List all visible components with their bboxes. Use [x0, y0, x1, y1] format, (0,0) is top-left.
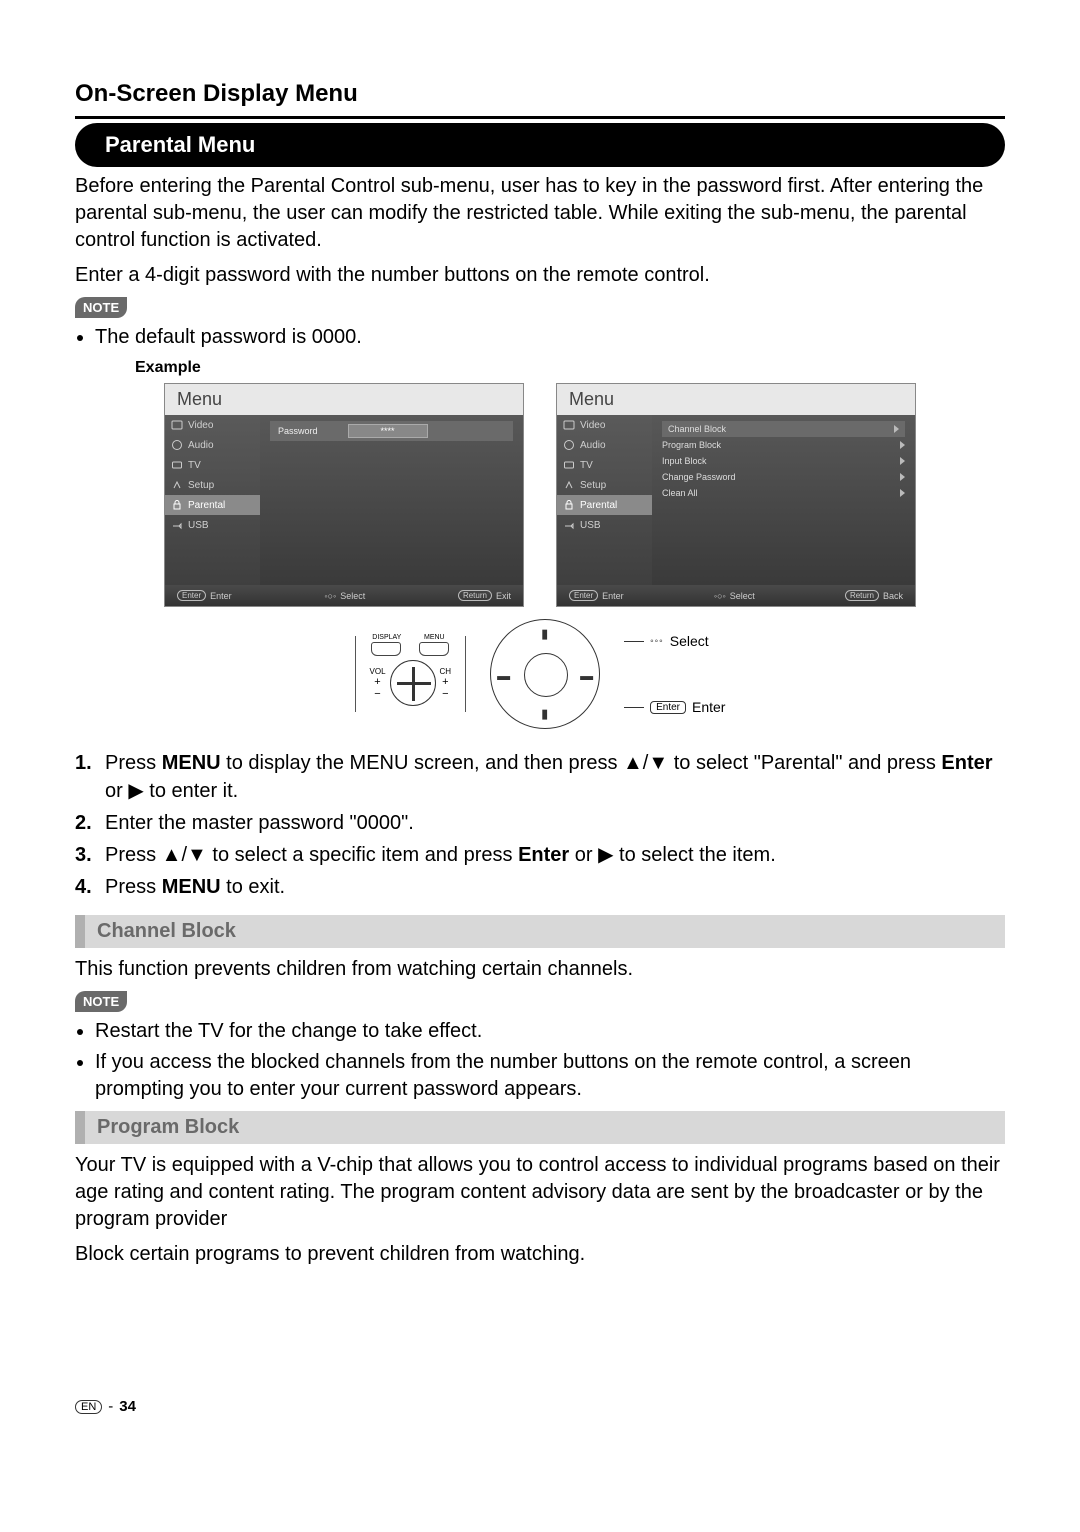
- note-item: The default password is 0000.: [95, 324, 1005, 351]
- menu-main-options: Channel Block Program Block Input Block …: [652, 415, 915, 585]
- menu-title: Menu: [165, 384, 523, 415]
- sidebar-usb: USB: [557, 515, 652, 535]
- step-1: 1.Press MENU to display the MENU screen,…: [75, 749, 1005, 805]
- page-number: 34: [119, 1398, 136, 1415]
- program-block-text-1: Your TV is equipped with a V-chip that a…: [75, 1152, 1005, 1233]
- display-button: DISPLAY: [371, 642, 401, 656]
- rule: [75, 116, 1005, 119]
- channel-block-heading: Channel Block: [75, 915, 1005, 948]
- sidebar-usb: USB: [165, 515, 260, 535]
- note-badge: NOTE: [75, 297, 127, 318]
- example-label: Example: [135, 359, 1005, 377]
- cb-note-1: Restart the TV for the change to take ef…: [95, 1018, 1005, 1045]
- enter-label: Enter: [692, 699, 725, 715]
- intro-2: Enter a 4-digit password with the number…: [75, 262, 1005, 289]
- remote-diagrams: DISPLAY MENU VOL+− CH+− ▮▮ ▬▬ ◦◦◦Select …: [75, 619, 1005, 729]
- menu-footer: EnterEnter ◦○◦Select ReturnBack: [557, 585, 915, 606]
- sidebar-video: Video: [557, 415, 652, 435]
- option-clean-all: Clean All: [662, 485, 905, 501]
- sidebar-parental: Parental: [557, 495, 652, 515]
- sidebar-parental: Parental: [165, 495, 260, 515]
- example-screens: Menu Video Audio TV Setup Parental USB P…: [75, 383, 1005, 607]
- remote-labels: ◦◦◦Select EnterEnter: [624, 633, 725, 715]
- select-label: Select: [670, 633, 709, 649]
- step-4: 4.Press MENU to exit.: [75, 873, 1005, 901]
- remote-small: DISPLAY MENU VOL+− CH+−: [355, 636, 467, 712]
- menu-sidebar: Video Audio TV Setup Parental USB: [557, 415, 652, 585]
- cb-note-2: If you access the blocked channels from …: [95, 1049, 1005, 1103]
- option-change-password: Change Password: [662, 469, 905, 485]
- password-label: Password: [278, 426, 318, 436]
- password-field: ****: [348, 424, 428, 438]
- sidebar-tv: TV: [557, 455, 652, 475]
- note-badge: NOTE: [75, 991, 127, 1012]
- dpad-small: [390, 660, 436, 706]
- sidebar-video: Video: [165, 415, 260, 435]
- program-block-text-2: Block certain programs to prevent childr…: [75, 1241, 1005, 1268]
- lang-badge: EN: [75, 1400, 102, 1414]
- password-row: Password ****: [270, 421, 513, 441]
- page-title: On-Screen Display Menu: [75, 80, 1005, 108]
- option-channel-block: Channel Block: [662, 421, 905, 437]
- step-2: 2.Enter the master password "0000".: [75, 809, 1005, 837]
- sidebar-setup: Setup: [165, 475, 260, 495]
- intro-1: Before entering the Parental Control sub…: [75, 173, 1005, 254]
- menu-button: MENU: [419, 642, 449, 656]
- steps-list: 1.Press MENU to display the MENU screen,…: [75, 749, 1005, 901]
- page-footer: EN - 34: [75, 1398, 1005, 1415]
- sidebar-audio: Audio: [557, 435, 652, 455]
- menu-main-password: Password ****: [260, 415, 523, 585]
- remote-nav-ring: ▮▮ ▬▬: [490, 619, 600, 729]
- note-list-1: The default password is 0000.: [75, 324, 1005, 351]
- channel-block-notes: Restart the TV for the change to take ef…: [75, 1018, 1005, 1103]
- channel-block-text: This function prevents children from wat…: [75, 956, 1005, 983]
- menu-footer: EnterEnter ◦○◦Select ReturnExit: [165, 585, 523, 606]
- menu-sidebar: Video Audio TV Setup Parental USB: [165, 415, 260, 585]
- step-3: 3.Press ▲/▼ to select a specific item an…: [75, 841, 1005, 869]
- menu-title: Menu: [557, 384, 915, 415]
- option-program-block: Program Block: [662, 437, 905, 453]
- menu-screen-options: Menu Video Audio TV Setup Parental USB C…: [556, 383, 916, 607]
- sidebar-tv: TV: [165, 455, 260, 475]
- menu-screen-password: Menu Video Audio TV Setup Parental USB P…: [164, 383, 524, 607]
- section-header: Parental Menu: [75, 123, 1005, 167]
- sidebar-setup: Setup: [557, 475, 652, 495]
- sidebar-audio: Audio: [165, 435, 260, 455]
- option-input-block: Input Block: [662, 453, 905, 469]
- program-block-heading: Program Block: [75, 1111, 1005, 1144]
